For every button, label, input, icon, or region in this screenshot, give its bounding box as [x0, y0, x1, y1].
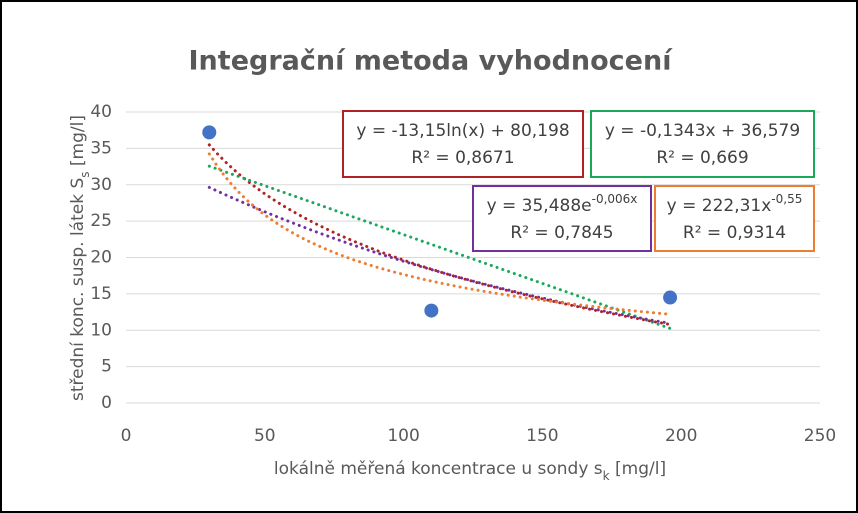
equation-part: y = -0,1343x + 36,579 — [605, 121, 800, 141]
x-tick-label: 250 — [804, 426, 836, 446]
equation-box — [342, 110, 584, 178]
chart-title: Integrační metoda vyhodnocení — [189, 46, 674, 77]
y-tick-label: 10 — [90, 320, 112, 340]
y-axis-label: střední konc. susp. látek Ss [mg/l] — [68, 115, 92, 401]
x-tick-label: 150 — [526, 426, 558, 446]
equation-part: -0,006x — [592, 192, 638, 206]
r-squared: R² = 0,669 — [656, 148, 748, 168]
y-tick-label: 30 — [90, 175, 112, 195]
x-axis-label: lokálně měřená koncentrace u sondy sk [m… — [274, 459, 666, 483]
data-point — [202, 125, 217, 140]
equation: y = 222,31x-0,55 — [667, 192, 803, 217]
r-squared: R² = 0,9314 — [683, 223, 786, 243]
data-point — [663, 290, 678, 305]
equation-part: y = 35,488e — [487, 196, 592, 216]
y-tick-label: 0 — [101, 393, 112, 413]
equation: y = -0,1343x + 36,579 — [605, 121, 800, 141]
equation-box — [472, 185, 652, 252]
y-tick-label: 20 — [90, 248, 112, 268]
equation-box — [590, 110, 815, 178]
y-tick-label: 5 — [101, 357, 112, 377]
x-tick-label: 0 — [121, 426, 132, 446]
equation-part: -0,55 — [771, 192, 802, 206]
y-axis-label-part: s — [78, 171, 92, 177]
trendline — [207, 185, 672, 325]
x-tick-label: 200 — [665, 426, 697, 446]
equation: y = 35,488e-0,006x — [487, 192, 638, 217]
y-tick-label: 15 — [90, 284, 112, 304]
x-tick-label: 100 — [387, 426, 419, 446]
x-axis-label-part: [mg/l] — [610, 459, 666, 479]
y-tick-label: 35 — [90, 138, 112, 158]
y-tick-label: 25 — [90, 211, 112, 231]
equation: y = -13,15ln(x) + 80,198 — [356, 121, 569, 141]
y-tick-label: 40 — [90, 102, 112, 122]
x-axis-label-part: k — [603, 469, 610, 483]
y-axis-label-part: střední konc. susp. látek S — [68, 178, 88, 401]
x-axis-label-part: lokálně měřená koncentrace u sondy s — [274, 459, 603, 479]
equation-part: y = -13,15ln(x) + 80,198 — [356, 121, 569, 141]
trendline — [207, 152, 672, 316]
r-squared: R² = 0,8671 — [411, 148, 514, 168]
y-axis-label-part: [mg/l] — [68, 115, 88, 171]
data-point — [424, 303, 439, 318]
trendline — [207, 164, 672, 330]
r-squared: R² = 0,7845 — [510, 223, 613, 243]
equation-part: y = 222,31x — [667, 196, 772, 216]
equation-box — [654, 185, 815, 252]
x-tick-label: 50 — [254, 426, 276, 446]
